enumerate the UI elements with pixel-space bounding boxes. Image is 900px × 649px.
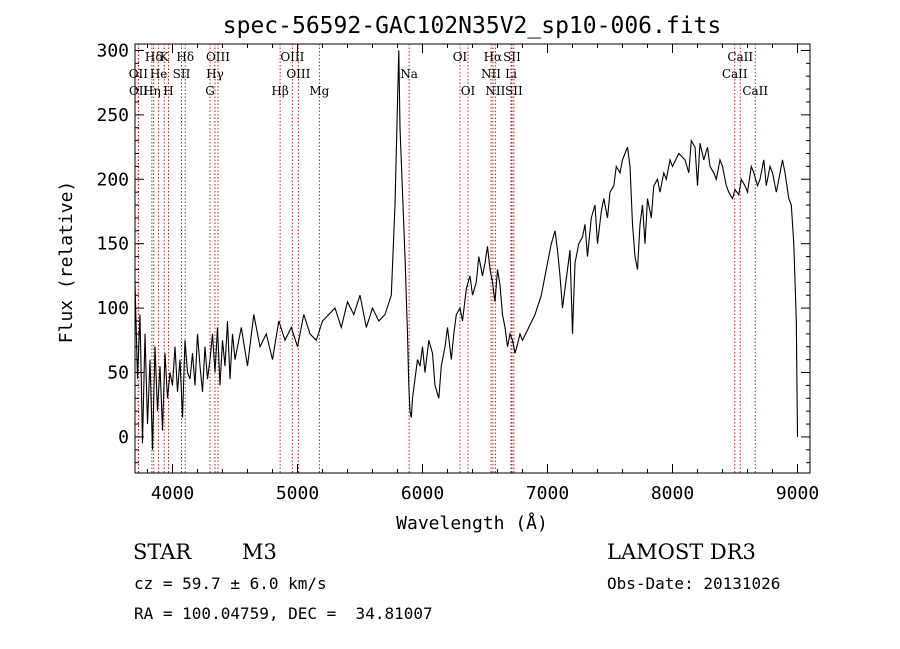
marker-label-0: Hδ (145, 50, 163, 64)
marker-label-18: OII (129, 84, 149, 98)
marker-label-14: Na (400, 67, 418, 81)
marker-label-15: NII (481, 67, 501, 81)
marker-label-20: H (163, 84, 173, 98)
marker-label-17: CaII (722, 67, 748, 81)
x-axis-label: Wavelength (Å) (396, 512, 548, 534)
marker-label-10: He (150, 67, 168, 81)
redshift-velocity: cz = 59.7 ± 6.0 km/s (134, 574, 327, 593)
x-tick-label-6000: 6000 (401, 483, 444, 504)
y-tick-label-50: 50 (107, 363, 129, 384)
survey-name: LAMOST DR3 (607, 540, 756, 564)
marker-label-8: CaII (727, 50, 753, 64)
marker-label-21: G (205, 84, 215, 98)
x-axis-ticks: 4000 5000 6000 7000 8000 9000 (147, 44, 819, 504)
y-tick-label-300: 300 (96, 40, 129, 61)
y-axis-ticks: 0 50 100 150 200 250 300 (96, 40, 810, 464)
marker-label-2: Hδ (176, 50, 194, 64)
x-tick-label-9000: 9000 (776, 483, 819, 504)
flux-series (134, 50, 799, 450)
observation-date: Obs-Date: 20131026 (607, 574, 781, 593)
marker-label-3: OIII (206, 50, 230, 64)
marker-label-7: SII (503, 50, 521, 64)
marker-label-9: OII (129, 67, 149, 81)
marker-label-25: NII (485, 84, 505, 98)
marker-label-22: Hβ (271, 84, 288, 98)
marker-label-19: Hη (143, 84, 161, 98)
x-tick-label-5000: 5000 (276, 483, 319, 504)
chart-title: spec-56592-GAC102N35V2_sp10-006.fits (223, 13, 722, 39)
y-tick-label-150: 150 (96, 234, 129, 255)
x-tick-label-4000: 4000 (151, 483, 194, 504)
coordinates: RA = 100.04759, DEC = 34.81007 (134, 604, 433, 623)
marker-label-4: OIII (280, 50, 304, 64)
marker-label-26: SII (505, 84, 523, 98)
marker-label-5: OI (453, 50, 468, 64)
flux-line (134, 50, 799, 450)
marker-label-23: Mg (309, 84, 329, 98)
marker-label-13: OIII (286, 67, 310, 81)
marker-label-6: Hα (484, 50, 503, 64)
marker-label-1: K (160, 50, 170, 64)
emission-line-markers (137, 44, 756, 473)
object-subclass: M3 (242, 540, 277, 564)
x-tick-label-8000: 8000 (651, 483, 694, 504)
y-axis-label: Flux (relative) (56, 181, 77, 344)
marker-label-16: Li (505, 67, 517, 81)
marker-label-27: CaII (742, 84, 768, 98)
y-tick-label-0: 0 (118, 427, 129, 448)
y-tick-label-100: 100 (96, 298, 129, 319)
plot-frame (134, 43, 811, 474)
object-class: STAR (133, 540, 192, 564)
y-tick-label-200: 200 (96, 169, 129, 190)
marker-label-24: OI (461, 84, 476, 98)
marker-label-11: SII (173, 67, 191, 81)
y-tick-label-250: 250 (96, 105, 129, 126)
marker-label-12: Hγ (206, 67, 224, 81)
x-tick-label-7000: 7000 (526, 483, 569, 504)
